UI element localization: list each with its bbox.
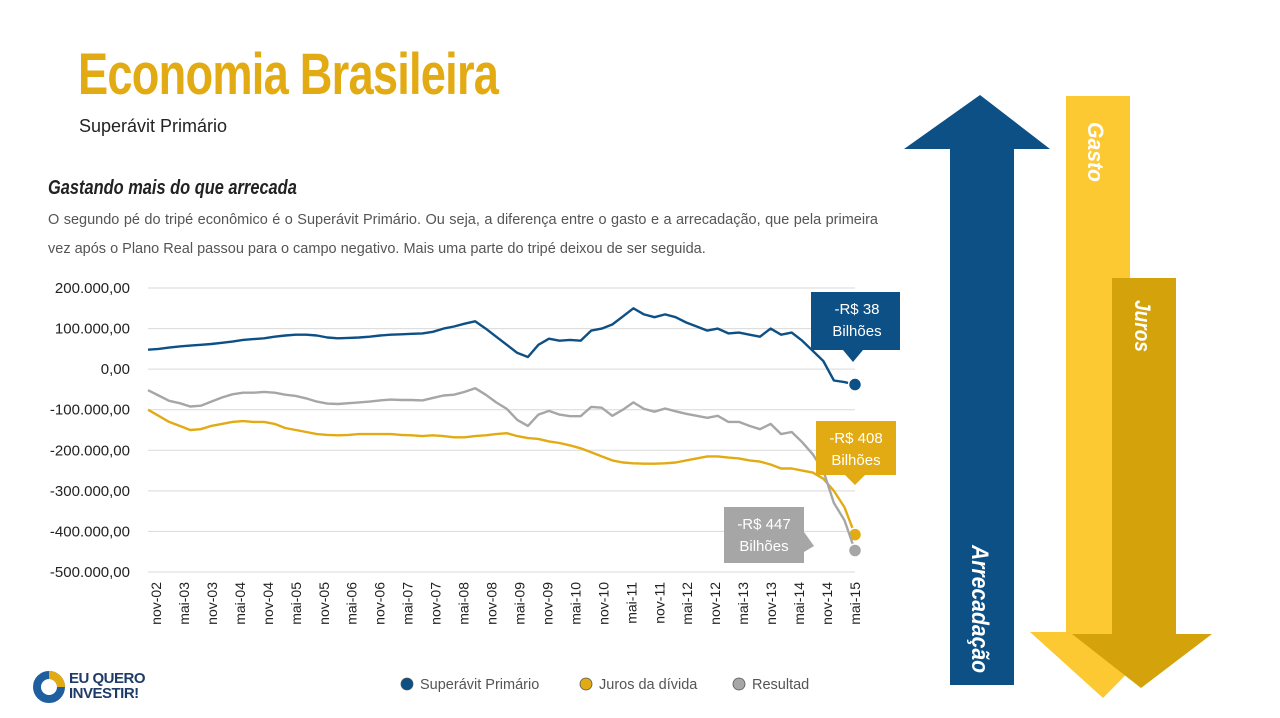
x-tick-label: mai-13 xyxy=(735,582,751,625)
annotation-value: -R$ 408 xyxy=(829,430,882,447)
x-tick-label: mai-11 xyxy=(623,582,639,624)
page-title: Economia Brasileira xyxy=(78,42,499,107)
y-tick-label: -100.000,00 xyxy=(50,402,130,419)
logo-line2: INVESTIR! xyxy=(69,685,139,702)
arrecadacao-label: Arrecadação xyxy=(966,544,993,673)
logo-line1: EU QUERO xyxy=(69,670,146,687)
legend-marker xyxy=(579,677,593,691)
x-tick-label: mai-12 xyxy=(679,582,695,625)
page-subtitle: Superávit Primário xyxy=(79,116,228,136)
x-tick-label: mai-07 xyxy=(400,582,416,625)
gasto-arrow xyxy=(1030,96,1168,698)
annotation-box xyxy=(816,421,896,475)
legend-marker xyxy=(732,677,746,691)
x-tick-label: nov-04 xyxy=(260,582,276,625)
x-tick-label: mai-04 xyxy=(232,582,248,625)
legend-marker xyxy=(400,677,414,691)
x-tick-label: nov-13 xyxy=(763,582,779,625)
annotation-unit: Bilhões xyxy=(832,323,881,340)
line-chart: 200.000,00 100.000,00 0,00 -100.000,00 -200.… xyxy=(50,280,900,693)
y-tick-label: -500.000,00 xyxy=(50,564,130,581)
juros-label: Juros xyxy=(1130,300,1155,352)
x-tick-label: mai-15 xyxy=(847,582,863,625)
series-line xyxy=(147,386,857,551)
x-tick-label: nov-10 xyxy=(595,582,611,625)
series-end-marker xyxy=(847,543,863,558)
x-tick-label: nov-11 xyxy=(651,582,667,624)
annotation-box xyxy=(811,292,900,350)
y-tick-label: 200.000,00 xyxy=(55,280,130,297)
x-tick-label: nov-02 xyxy=(148,582,164,625)
chart-legend: Superávit Primário Juros da dívida Resulta… xyxy=(400,677,809,693)
annotation-value: -R$ 38 xyxy=(834,301,879,318)
x-tick-label: mai-05 xyxy=(288,582,304,625)
x-tick-label: mai-10 xyxy=(567,582,583,625)
annotation-pointer xyxy=(843,350,863,362)
x-tick-label: nov-14 xyxy=(819,582,835,625)
y-tick-label: 0,00 xyxy=(101,361,130,378)
arrecadacao-arrow xyxy=(904,95,1050,685)
legend-label: Juros da dívida xyxy=(599,677,698,693)
x-tick-label: nov-12 xyxy=(707,582,723,625)
annotation-value: -R$ 447 xyxy=(737,516,790,533)
x-tick-label: nov-05 xyxy=(316,582,332,625)
annotation-pointer xyxy=(804,532,814,552)
logo-text: EU QUERO INVESTIR! xyxy=(69,670,146,702)
x-tick-label: nov-08 xyxy=(484,582,500,625)
legend-label: Superávit Primário xyxy=(420,677,539,693)
annotation-unit: Bilhões xyxy=(831,452,880,469)
annotation-box xyxy=(724,507,804,563)
x-tick-label: nov-07 xyxy=(428,582,444,625)
juros-arrow xyxy=(1072,278,1212,688)
series-end-marker xyxy=(847,377,863,392)
y-axis-ticks: 200.000,00 100.000,00 0,00 -100.000,00 -200.… xyxy=(50,280,130,581)
x-tick-label: mai-06 xyxy=(344,582,360,625)
logo: EU QUERO INVESTIR! xyxy=(32,668,162,708)
x-tick-label: mai-09 xyxy=(511,582,527,625)
x-tick-label: nov-03 xyxy=(204,582,220,625)
legend-label: Resultad xyxy=(752,677,809,693)
y-tick-label: -400.000,00 xyxy=(50,523,130,540)
section-heading: Gastando mais do que arrecada xyxy=(48,177,297,199)
annotation-unit: Bilhões xyxy=(739,538,788,555)
series-line xyxy=(147,408,857,536)
arrows-graphic: Arrecadação Gasto Juros xyxy=(904,95,1212,698)
x-axis-ticks: nov-02 mai-03 nov-03 mai-04 nov-04 mai-05 nov-… xyxy=(148,582,863,625)
section-paragraph: O segundo pé do tripé econômico é o Supe… xyxy=(48,212,878,257)
y-tick-label: -200.000,00 xyxy=(50,442,130,459)
chart-grid xyxy=(148,287,855,573)
y-tick-label: -300.000,00 xyxy=(50,483,130,500)
logo-icon xyxy=(33,671,65,703)
chart-series xyxy=(147,307,863,558)
series-line xyxy=(147,307,856,386)
x-tick-label: mai-03 xyxy=(176,582,192,625)
x-tick-label: nov-06 xyxy=(372,582,388,625)
x-tick-label: nov-09 xyxy=(539,582,555,625)
annotation-pointer xyxy=(845,475,865,485)
x-tick-label: mai-08 xyxy=(456,582,472,625)
gasto-label: Gasto xyxy=(1083,122,1108,182)
chart-annotations: -R$ 38 Bilhões -R$ 408 Bilhões -R$ 447 Bilhõe… xyxy=(724,292,900,563)
y-tick-label: 100.000,00 xyxy=(55,321,130,338)
x-tick-label: mai-14 xyxy=(791,582,807,625)
